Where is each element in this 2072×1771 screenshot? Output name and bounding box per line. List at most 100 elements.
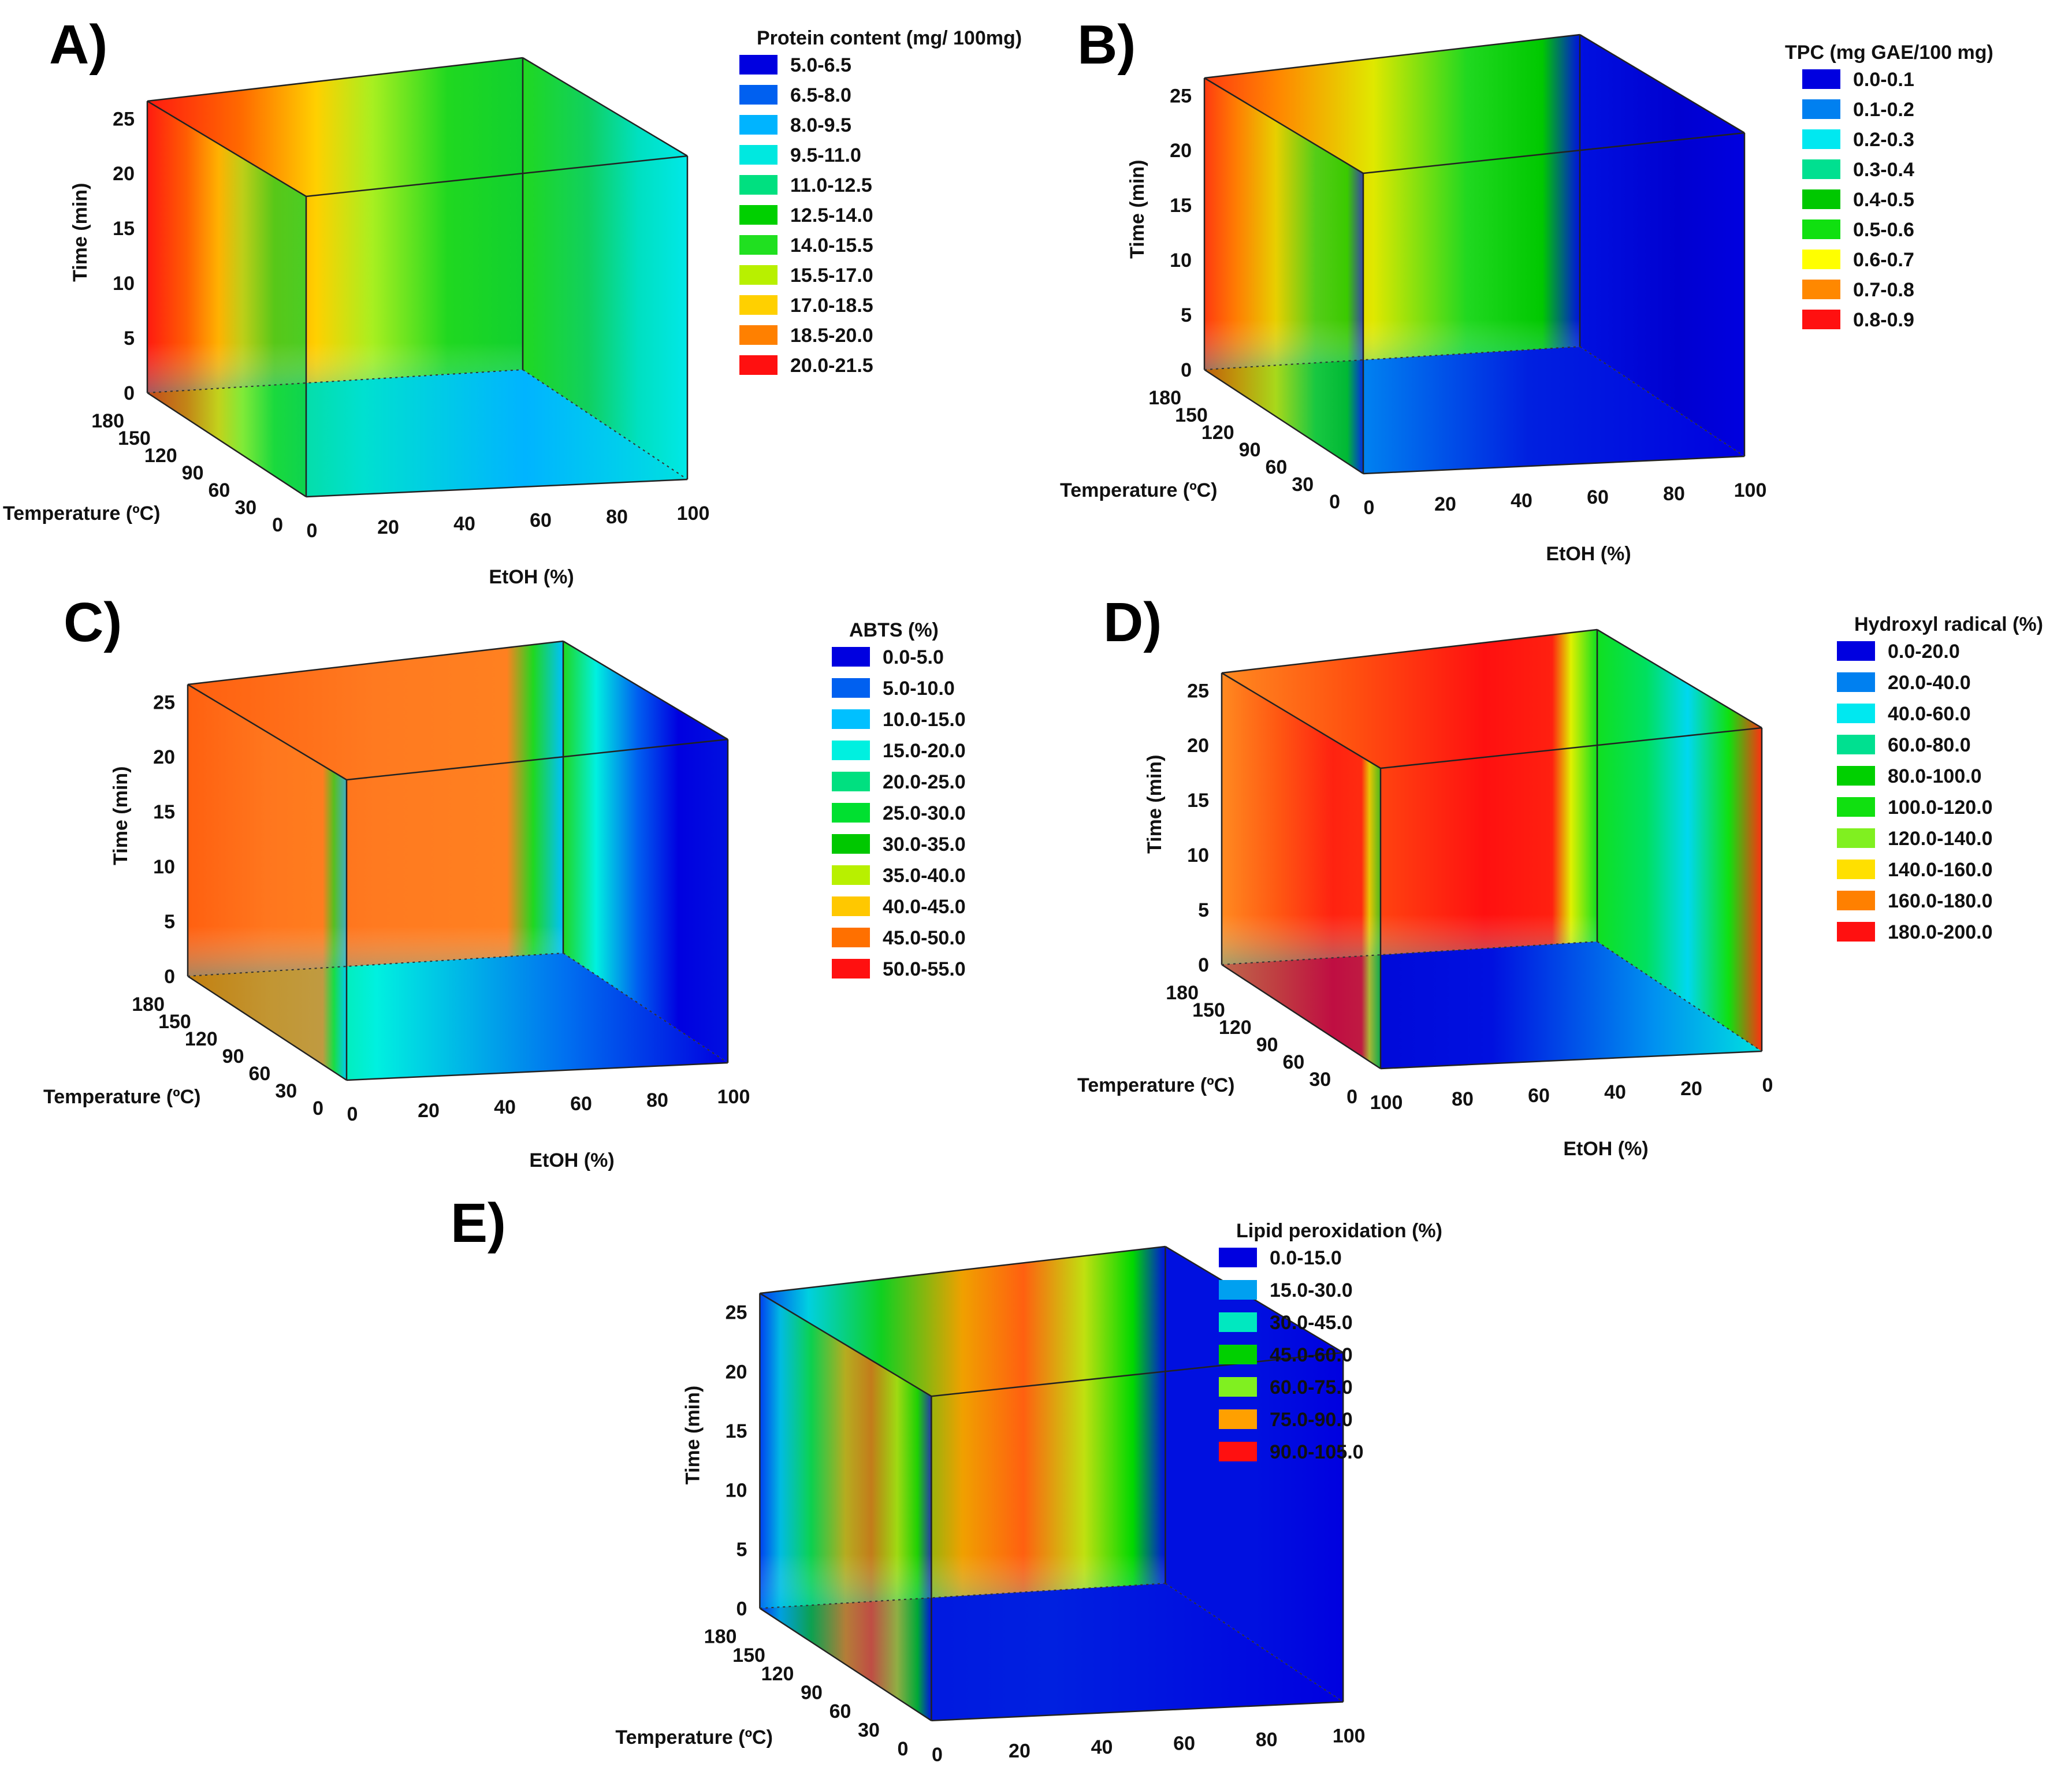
z-tick-label: 25 [113,108,135,130]
y-tick-label: 150 [1175,404,1208,426]
y-tick-label: 180 [91,410,124,432]
cube-edge [1204,369,1364,475]
legend-label: 20.0-21.5 [790,355,873,377]
legend-label: 11.0-12.5 [790,174,872,196]
legend-label: 35.0-40.0 [883,865,966,887]
legend-swatch [1802,159,1840,179]
cube-edge-hidden [760,1583,1166,1609]
legend-label: 5.0-6.5 [790,54,851,76]
cube-edge-hidden [1579,346,1745,457]
legend-swatch [1802,280,1840,299]
legend-swatch [1802,310,1840,329]
legend-swatch [832,772,870,791]
x-tick-label: 40 [1091,1736,1113,1758]
y-tick-label: 60 [209,479,230,501]
z-tick-label: 15 [1187,790,1209,812]
x-tick-label: 20 [1009,1740,1031,1762]
legend-label: 60.0-80.0 [1888,734,1971,756]
x-tick-label: 40 [1511,490,1532,512]
panel-label: B) [1077,14,1136,76]
cube-edge [1579,34,1745,134]
cube-edge [1204,34,1580,79]
legend-swatch [832,647,870,667]
x-tick-label: 40 [1604,1081,1626,1103]
legend-label: 15.5-17.0 [790,265,873,287]
legend-label: 15.0-30.0 [1270,1279,1353,1301]
y-axis-label: Temperature (ºC) [1060,479,1218,501]
cube-edge [306,155,688,198]
legend-swatch [739,85,778,105]
legend-swatch [739,145,778,165]
legend-title: Hydroxyl radical (%) [1854,613,2043,635]
legend-swatch [1219,1377,1257,1397]
right-wall-surface [523,58,687,479]
cube-edge [147,57,523,102]
cube-edge [1380,1050,1762,1070]
cube-edge [306,478,688,498]
legend-label: 160.0-180.0 [1888,890,1993,912]
cube-edge [563,640,728,741]
legend-swatch [1837,828,1875,848]
panel-label: E) [451,1192,506,1254]
legend-swatch [832,896,870,916]
z-tick-label: 0 [1181,359,1192,381]
x-tick-label: 60 [570,1093,592,1115]
z-axis-label: Time (min) [110,767,132,865]
legend-label: 25.0-30.0 [883,802,966,824]
y-tick-label: 0 [897,1738,908,1760]
cube-edge [187,640,564,686]
legend-swatch [739,355,778,375]
cube-edge [1597,628,1762,729]
x-axis-label: EtOH (%) [489,566,574,588]
legend-swatch [1837,797,1875,817]
y-tick-label: 180 [704,1625,737,1647]
panel-e: 05101520250306090120150180020406080100Et… [451,1192,1442,1766]
right-wall-surface [1165,1247,1344,1702]
y-tick-label: 180 [132,994,165,1015]
right-wall-surface [1580,35,1744,456]
x-tick-label: 40 [494,1096,516,1118]
z-tick-label: 10 [113,273,135,295]
x-tick-label: 60 [1528,1085,1550,1107]
x-tick-label: 100 [677,503,710,524]
x-tick-label: 0 [307,520,318,542]
cube-edge-hidden [563,953,728,1063]
legend-swatch [1802,250,1840,269]
cube-edge [931,1352,1344,1397]
legend-label: 120.0-140.0 [1888,828,1993,850]
x-tick-label: 20 [418,1100,440,1122]
legend-swatch [1219,1409,1257,1429]
legend-swatch [832,865,870,885]
z-tick-label: 10 [1170,250,1192,271]
cube-edge [147,392,307,498]
panel-label: C) [64,591,122,653]
y-tick-label: 90 [801,1682,823,1704]
legend-label: 0.2-0.3 [1853,129,1914,151]
legend-label: 30.0-45.0 [1270,1312,1353,1334]
legend-swatch [1219,1248,1257,1267]
y-tick-label: 0 [1346,1086,1357,1108]
z-tick-label: 0 [736,1598,747,1620]
y-tick-label: 60 [1266,456,1288,478]
z-tick-label: 20 [1170,140,1192,162]
z-tick-label: 20 [113,163,135,185]
legend-label: 0.3-0.4 [1853,159,1914,181]
legend-label: 17.0-18.5 [790,295,873,317]
x-tick-label: 100 [717,1086,750,1108]
legend-swatch [1837,891,1875,910]
legend-swatch [1802,189,1840,209]
legend-swatch [1219,1312,1257,1332]
z-tick-label: 15 [113,218,135,240]
x-tick-label: 80 [646,1089,668,1111]
z-tick-label: 10 [153,856,175,878]
z-tick-label: 15 [1170,195,1192,217]
legend-swatch [832,709,870,729]
y-tick-label: 0 [1329,491,1340,513]
y-tick-label: 90 [182,462,204,484]
y-tick-label: 150 [732,1645,765,1666]
x-tick-label: 80 [1256,1729,1278,1751]
legend-swatch [832,928,870,947]
